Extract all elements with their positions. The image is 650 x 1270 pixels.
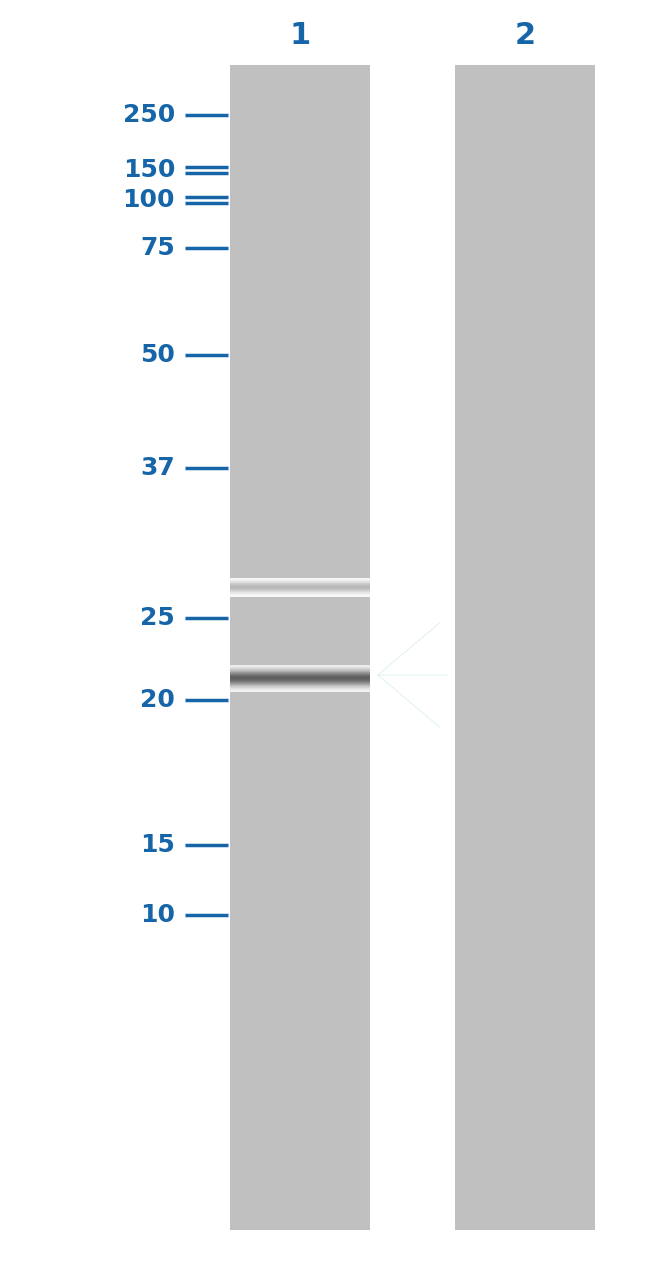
Text: 15: 15 — [140, 833, 175, 857]
Text: 150: 150 — [123, 157, 175, 182]
Text: 100: 100 — [122, 188, 175, 212]
Text: 250: 250 — [123, 103, 175, 127]
Text: 1: 1 — [289, 20, 311, 50]
Text: 75: 75 — [140, 236, 175, 260]
Text: 10: 10 — [140, 903, 175, 927]
Bar — [230, 65, 370, 1231]
Text: 2: 2 — [514, 20, 536, 50]
Text: 20: 20 — [140, 688, 175, 712]
Bar — [455, 65, 595, 1231]
Text: 50: 50 — [140, 343, 175, 367]
Text: 37: 37 — [140, 456, 175, 480]
Text: 25: 25 — [140, 606, 175, 630]
